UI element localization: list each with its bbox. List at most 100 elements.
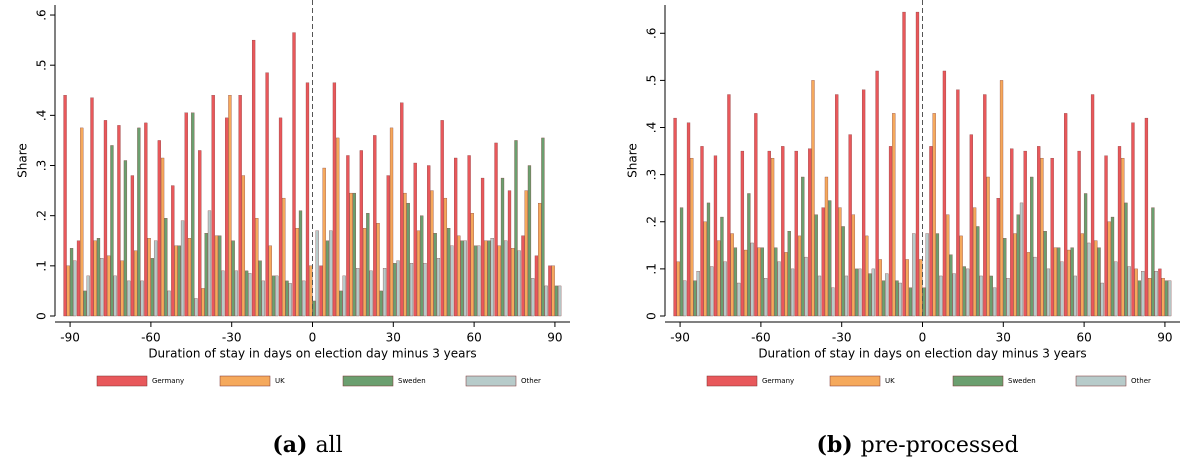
bar: [507, 190, 512, 317]
bar: [480, 177, 485, 317]
bar: [107, 255, 111, 317]
bar: [396, 260, 400, 317]
bar: [939, 275, 943, 317]
bar: [531, 278, 535, 317]
bar: [686, 122, 691, 317]
bar: [238, 95, 242, 317]
bar: [473, 245, 478, 317]
bar: [100, 258, 104, 317]
bar: [898, 282, 902, 317]
bar: [828, 200, 832, 317]
bar: [436, 258, 441, 317]
bar: [554, 285, 559, 317]
bar: [784, 252, 788, 317]
bar: [463, 240, 467, 317]
bar: [201, 288, 205, 317]
bar: [258, 260, 262, 317]
bar: [1050, 157, 1054, 317]
bar: [500, 177, 505, 317]
bar: [194, 298, 198, 317]
bar: [93, 240, 97, 317]
bar: [352, 192, 356, 317]
bar: [487, 240, 491, 317]
bar: [400, 102, 404, 317]
bar: [989, 275, 993, 317]
bar: [90, 97, 94, 317]
y-tick-label: .2: [35, 210, 49, 221]
bar: [1151, 207, 1155, 317]
bar: [844, 275, 849, 317]
bar: [1124, 202, 1128, 317]
bar: [727, 94, 731, 317]
bar: [76, 240, 81, 317]
bar: [389, 127, 394, 317]
y-tick-label: .1: [35, 260, 49, 271]
bar: [211, 95, 215, 317]
bar: [406, 202, 410, 317]
legend-label: Germany: [152, 377, 184, 385]
bar: [1026, 252, 1031, 317]
bar: [935, 233, 940, 317]
bar: [777, 261, 781, 317]
bar: [1073, 275, 1077, 317]
bar: [750, 242, 754, 317]
bar: [1100, 282, 1104, 317]
bar: [413, 162, 417, 317]
bar: [63, 95, 67, 317]
bar: [261, 280, 265, 317]
bar: [1094, 240, 1098, 317]
bar: [929, 146, 933, 317]
bar: [409, 263, 414, 317]
bar: [693, 280, 697, 317]
bar: [386, 175, 390, 317]
bar: [848, 134, 852, 317]
bar: [1087, 242, 1091, 317]
bar: [1067, 249, 1071, 317]
bar: [1090, 94, 1095, 317]
bar: [457, 235, 461, 317]
bar: [790, 268, 795, 317]
bar: [180, 220, 185, 317]
legend-label: UK: [275, 377, 285, 385]
bar: [355, 268, 360, 317]
bar: [527, 165, 532, 317]
bar: [922, 287, 926, 317]
bar: [817, 275, 822, 317]
bar: [1023, 150, 1027, 317]
bar: [96, 238, 101, 317]
bar: [120, 260, 124, 317]
bar: [1053, 247, 1058, 317]
bar: [255, 218, 259, 317]
bar: [915, 11, 920, 317]
bar: [835, 94, 839, 317]
caption-text: pre-processed: [861, 433, 1019, 458]
bar: [69, 248, 74, 317]
bar: [1064, 113, 1068, 317]
bar: [167, 290, 171, 317]
bar: [494, 142, 498, 317]
x-tick-label: 0: [919, 331, 927, 345]
bar: [207, 210, 212, 317]
bar: [821, 207, 825, 317]
bar: [511, 248, 515, 317]
bar: [241, 175, 246, 317]
x-tick-label: 30: [386, 331, 401, 345]
bar: [868, 273, 872, 317]
bar: [153, 240, 158, 317]
bar: [309, 265, 313, 317]
bar: [865, 235, 869, 317]
bar: [302, 280, 306, 317]
bar: [1131, 122, 1135, 317]
bar: [861, 89, 866, 317]
bar: [824, 176, 829, 317]
bar: [534, 255, 539, 317]
bar: [551, 265, 555, 317]
bar: [1154, 271, 1158, 317]
legend-label: Sweden: [398, 377, 426, 385]
bar: [171, 185, 175, 317]
caption-text: all: [315, 433, 342, 458]
bar: [952, 273, 956, 317]
bar: [275, 275, 279, 317]
bar: [157, 140, 161, 317]
y-tick-label: .3: [35, 160, 49, 171]
